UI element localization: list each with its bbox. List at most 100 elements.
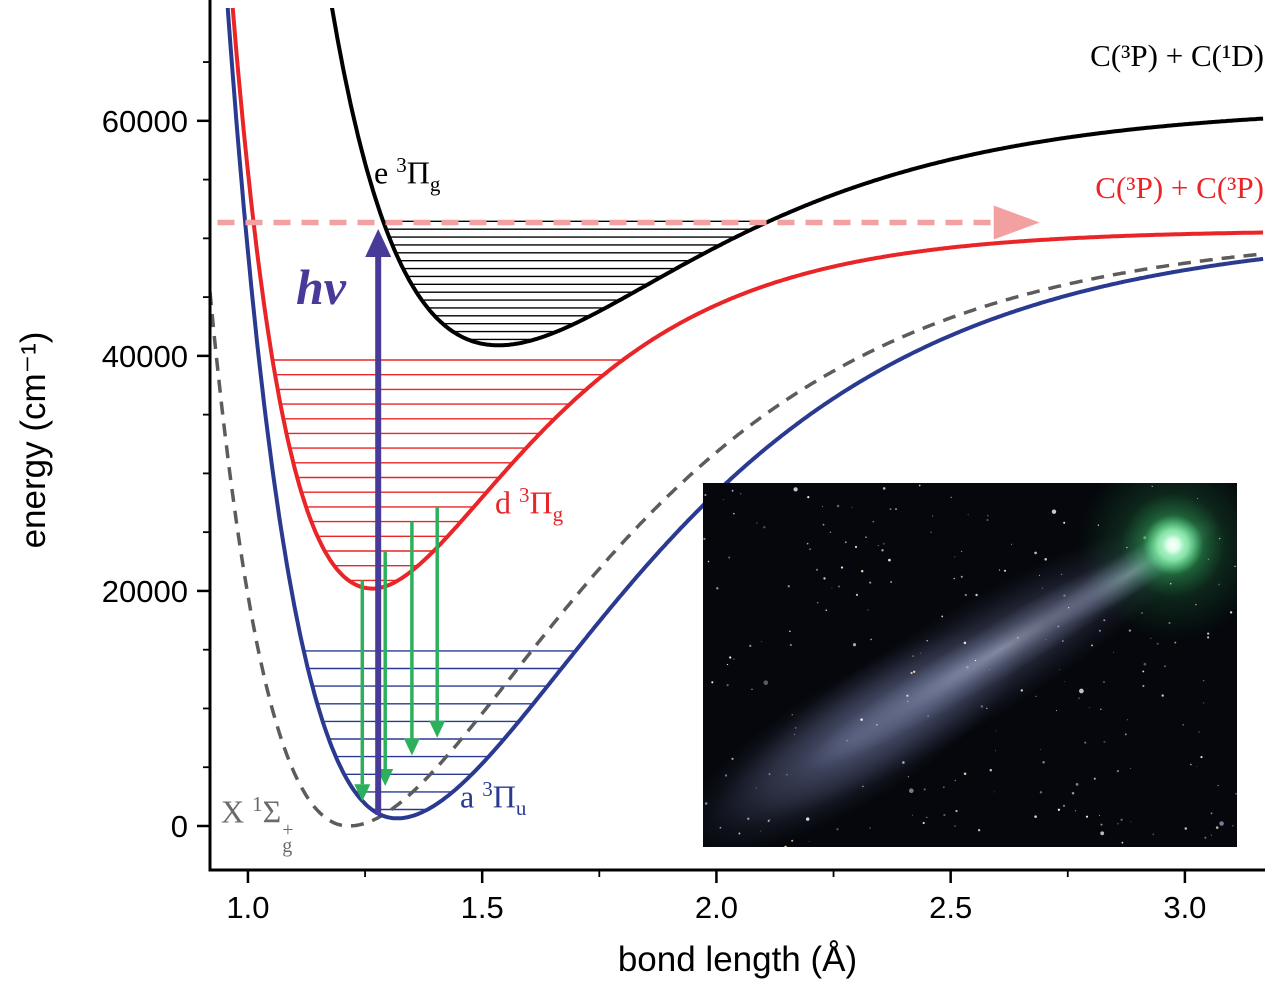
star <box>1003 569 1007 572</box>
x-tick-label: 2.5 <box>929 890 972 925</box>
star <box>1091 644 1093 647</box>
star <box>995 730 997 732</box>
star <box>1059 669 1061 671</box>
star <box>862 785 864 788</box>
star <box>1040 748 1042 751</box>
star <box>926 816 928 819</box>
star <box>923 788 926 791</box>
star <box>869 827 871 829</box>
star <box>1098 629 1101 632</box>
star <box>913 670 916 673</box>
star <box>1063 521 1066 524</box>
star <box>1196 765 1197 767</box>
star <box>930 531 932 534</box>
star <box>1234 792 1237 795</box>
state-x-multiplicity: 1 <box>252 792 263 816</box>
curve-e <box>329 8 1264 348</box>
star <box>786 774 788 776</box>
star <box>1120 818 1123 821</box>
star <box>1210 812 1212 813</box>
y-tick-label: 60000 <box>102 104 188 139</box>
star <box>942 786 945 789</box>
star <box>763 526 766 529</box>
star <box>1103 619 1106 622</box>
star <box>1072 792 1074 794</box>
state-label-d3pig: d 3Πg <box>495 483 563 527</box>
state-d-symbol: Π <box>529 484 553 521</box>
star <box>872 520 875 523</box>
star <box>888 558 891 562</box>
star <box>1038 574 1041 576</box>
star <box>1207 636 1210 639</box>
y-tick-label: 20000 <box>102 574 188 609</box>
star <box>882 487 886 490</box>
comet-photo-inset <box>703 483 1237 847</box>
star <box>1075 782 1079 786</box>
star <box>964 593 967 597</box>
comet-coma <box>1078 483 1237 640</box>
star <box>1126 719 1128 721</box>
star <box>1215 826 1219 829</box>
state-label-x1sigmag: X 1Σ + g <box>221 792 294 856</box>
state-x-symbol: Σ <box>262 793 282 830</box>
state-label-a3piu: a 3Πu <box>460 777 526 821</box>
star <box>1060 573 1063 576</box>
star <box>1156 642 1159 645</box>
star <box>881 549 884 552</box>
star <box>889 508 892 510</box>
star <box>846 739 849 742</box>
star <box>1035 695 1037 697</box>
star <box>1093 777 1096 780</box>
star <box>918 484 921 487</box>
star <box>1202 679 1205 682</box>
star <box>767 820 770 822</box>
state-d-subscript: g <box>552 502 564 527</box>
star <box>1116 770 1119 773</box>
star <box>719 826 722 829</box>
star <box>954 779 957 782</box>
emission-arrow-head <box>403 738 420 756</box>
star <box>877 545 879 547</box>
star <box>1057 808 1061 811</box>
star <box>728 556 731 559</box>
star <box>995 750 996 752</box>
star <box>1152 833 1155 836</box>
star <box>974 659 977 662</box>
star <box>749 644 752 648</box>
star <box>806 542 809 545</box>
star <box>756 522 758 524</box>
star <box>852 643 857 647</box>
stars <box>703 484 1237 847</box>
star <box>1011 543 1013 545</box>
y-axis-title: energy (cm⁻¹) <box>14 331 53 549</box>
star <box>794 727 797 729</box>
star <box>729 656 732 659</box>
star <box>822 506 823 508</box>
star <box>840 566 844 569</box>
star <box>1064 681 1066 683</box>
star <box>815 568 819 571</box>
star <box>1190 763 1192 766</box>
star <box>1100 708 1102 710</box>
star <box>1210 812 1213 815</box>
star <box>943 813 946 817</box>
state-e-subscript: g <box>429 172 441 197</box>
emission-arrow-head <box>429 720 446 738</box>
star <box>860 718 863 721</box>
star <box>906 700 909 703</box>
star <box>1044 558 1047 561</box>
star <box>867 609 869 611</box>
star <box>989 768 993 772</box>
star <box>1088 707 1090 709</box>
star <box>1200 756 1203 759</box>
star <box>954 825 956 827</box>
star <box>755 787 757 789</box>
star <box>1039 791 1043 794</box>
star <box>1113 651 1114 653</box>
star <box>975 593 978 597</box>
star <box>726 663 729 666</box>
star <box>1051 509 1057 514</box>
star <box>836 828 839 831</box>
star <box>747 817 750 820</box>
star <box>876 724 878 726</box>
